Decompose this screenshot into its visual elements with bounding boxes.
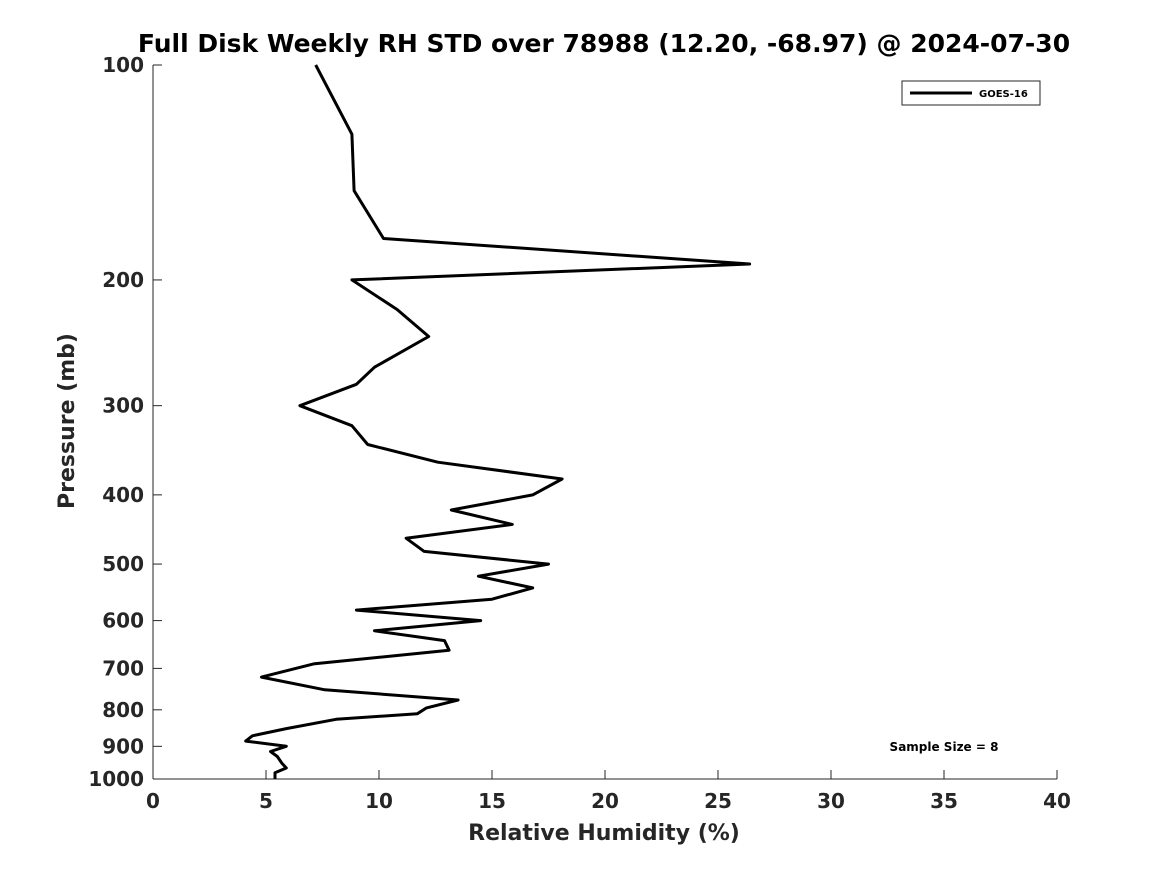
y-tick-label: 400 (102, 483, 144, 507)
x-tick-label: 20 (591, 789, 619, 813)
y-axis: 100 200 300 400 500 600 700 800 900 1000 (88, 53, 162, 791)
chart-title: Full Disk Weekly RH STD over 78988 (12.2… (138, 29, 1070, 58)
y-tick-label: 800 (102, 698, 144, 722)
sample-size-annotation: Sample Size = 8 (890, 740, 999, 754)
x-tick-label: 15 (478, 789, 506, 813)
x-axis-label: Relative Humidity (%) (468, 821, 740, 846)
x-tick-label: 35 (930, 789, 958, 813)
x-tick-label: 5 (259, 789, 273, 813)
plot-area (152, 64, 1057, 780)
legend-entry: GOES-16 (979, 89, 1028, 100)
y-tick-label: 500 (102, 552, 144, 576)
y-tick-label: 100 (102, 53, 144, 77)
series-line-goes-16 (244, 64, 752, 779)
x-tick-label: 30 (817, 789, 845, 813)
x-tick-label: 10 (365, 789, 393, 813)
y-tick-label: 900 (102, 734, 144, 758)
y-axis-label: Pressure (mb) (55, 333, 80, 509)
y-tick-label: 200 (102, 268, 144, 292)
x-tick-label: 0 (146, 789, 160, 813)
x-tick-label: 40 (1043, 789, 1071, 813)
x-tick-label: 25 (704, 789, 732, 813)
y-tick-label: 700 (102, 656, 144, 680)
y-tick-label: 300 (102, 394, 144, 418)
x-axis: 0 5 10 15 20 25 30 35 40 (146, 770, 1071, 813)
y-tick-label: 1000 (88, 767, 144, 791)
legend: GOES-16 (901, 80, 1041, 106)
y-tick-label: 600 (102, 609, 144, 633)
